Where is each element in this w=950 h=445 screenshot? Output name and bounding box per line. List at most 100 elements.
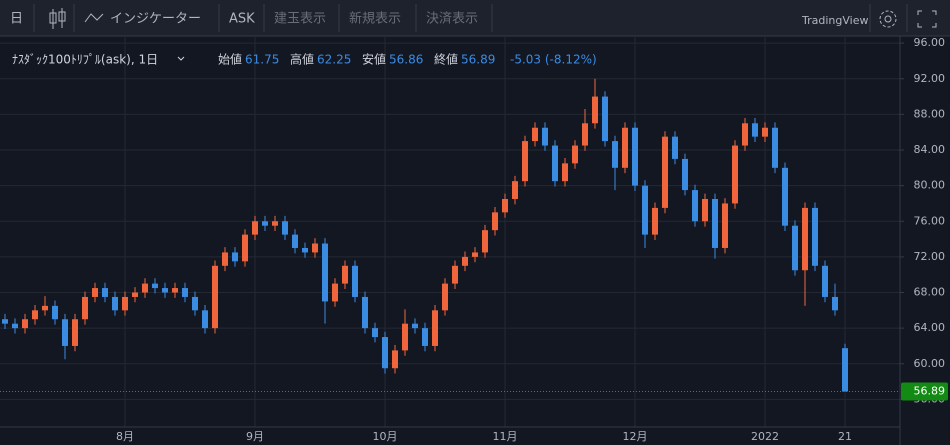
candle-body [462, 256, 468, 266]
indicator-icon[interactable] [84, 13, 104, 23]
toolbar-button[interactable]: ASK [229, 12, 255, 27]
legend-label: 高値 [290, 52, 314, 67]
candle-body [492, 212, 498, 231]
candle-body [452, 265, 458, 284]
candle-body [372, 328, 378, 338]
candle-body [32, 310, 38, 320]
candle-body [362, 296, 368, 329]
candle-body [512, 181, 518, 199]
candle-body [232, 252, 238, 262]
toolbar-button[interactable]: 決済表示 [426, 11, 478, 27]
candle-body [762, 127, 768, 137]
candle-body [542, 127, 548, 146]
settings-icon[interactable] [879, 10, 897, 28]
candle-body [782, 167, 788, 226]
x-tick-label: 11月 [493, 430, 518, 443]
x-tick-label: 2022 [751, 430, 779, 443]
symbol[interactable]: ﾅｽﾀﾞｯｸ100ﾄﾘﾌﾟﾙ(ask), 1日 [12, 53, 158, 67]
candle-body [22, 319, 28, 329]
candle-body [772, 127, 778, 168]
candle-body [312, 243, 318, 253]
last-price-label: 56.89 [914, 384, 946, 397]
candle-body [662, 136, 668, 208]
legend-label: 安値 [362, 52, 386, 67]
candle-body [112, 296, 118, 311]
candle-body [282, 221, 288, 235]
candle-body [642, 185, 648, 235]
toolbar [0, 0, 950, 36]
candle-body [572, 145, 578, 164]
candle-body [102, 288, 108, 297]
candle-body [42, 305, 48, 311]
candle-body [432, 310, 438, 346]
candle-body [502, 198, 508, 213]
candle-body [602, 96, 608, 142]
toolbar-button[interactable]: 建玉表示 [274, 12, 326, 27]
candle-body [352, 265, 358, 297]
chart-type-icon[interactable] [49, 8, 66, 29]
candle-body [792, 225, 798, 271]
candle-body [2, 319, 8, 324]
candle-body [472, 252, 478, 257]
legend-change: -5.03 (-8.12%) [510, 53, 597, 67]
interval-button[interactable]: 日 [10, 12, 23, 27]
candle-body [82, 296, 88, 320]
candle-body [272, 221, 278, 226]
candle-body [12, 323, 18, 329]
candle-body [842, 348, 848, 392]
y-tick-label: 84.00 [914, 143, 946, 156]
x-tick-label: 8月 [116, 430, 134, 443]
legend-value: 61.75 [245, 53, 279, 67]
candle-body [182, 288, 188, 297]
candle-body [292, 234, 298, 248]
legend-value: 56.89 [461, 53, 495, 67]
y-tick-label: 72.00 [914, 250, 946, 263]
candle-body [252, 221, 258, 235]
candle-body [412, 323, 418, 329]
x-tick-label: 21 [838, 430, 852, 443]
candle-body [702, 198, 708, 222]
indicators-button[interactable]: インジケーター [110, 12, 201, 27]
legend-value: 56.86 [389, 53, 423, 67]
symbol-dropdown[interactable] [177, 56, 185, 61]
candle-body [712, 198, 718, 248]
y-tick-label: 60.00 [914, 357, 946, 370]
y-tick-label: 80.00 [914, 179, 946, 192]
candle-body [802, 207, 808, 271]
candle-body [822, 265, 828, 297]
candle-body [92, 288, 98, 297]
y-tick-label: 68.00 [914, 286, 946, 299]
fullscreen-icon[interactable] [917, 10, 937, 28]
candle-body [732, 145, 738, 204]
candle-body [562, 163, 568, 182]
x-tick-label: 12月 [623, 430, 648, 443]
candle-body [52, 305, 58, 320]
y-tick-label: 96.00 [914, 36, 946, 49]
y-tick-label: 92.00 [914, 72, 946, 85]
candle-body [132, 292, 138, 297]
candle-body [632, 127, 638, 186]
candle-body [752, 123, 758, 137]
legend-value: 62.25 [317, 53, 351, 67]
legend: ﾅｽﾀﾞｯｸ100ﾄﾘﾌﾟﾙ(ask), 1日 始値 61.75 高値 62.2… [12, 52, 597, 67]
x-tick-label: 10月 [373, 430, 398, 443]
candle-body [242, 234, 248, 262]
grid [0, 36, 900, 427]
candle-body [622, 127, 628, 168]
candle-body [152, 283, 158, 289]
candle-body [742, 123, 748, 146]
candle-body [532, 127, 538, 142]
candles [0, 78, 900, 392]
candle-body [222, 252, 228, 266]
candle-body [652, 207, 658, 235]
candle-body [592, 96, 598, 124]
candle-body [522, 141, 528, 182]
candle-body [422, 328, 428, 346]
toolbar-button[interactable]: 新規表示 [349, 11, 401, 27]
candle-body [612, 141, 618, 168]
legend-label: 始値 [218, 52, 242, 67]
y-tick-label: 64.00 [914, 321, 946, 334]
candle-body [162, 288, 168, 293]
